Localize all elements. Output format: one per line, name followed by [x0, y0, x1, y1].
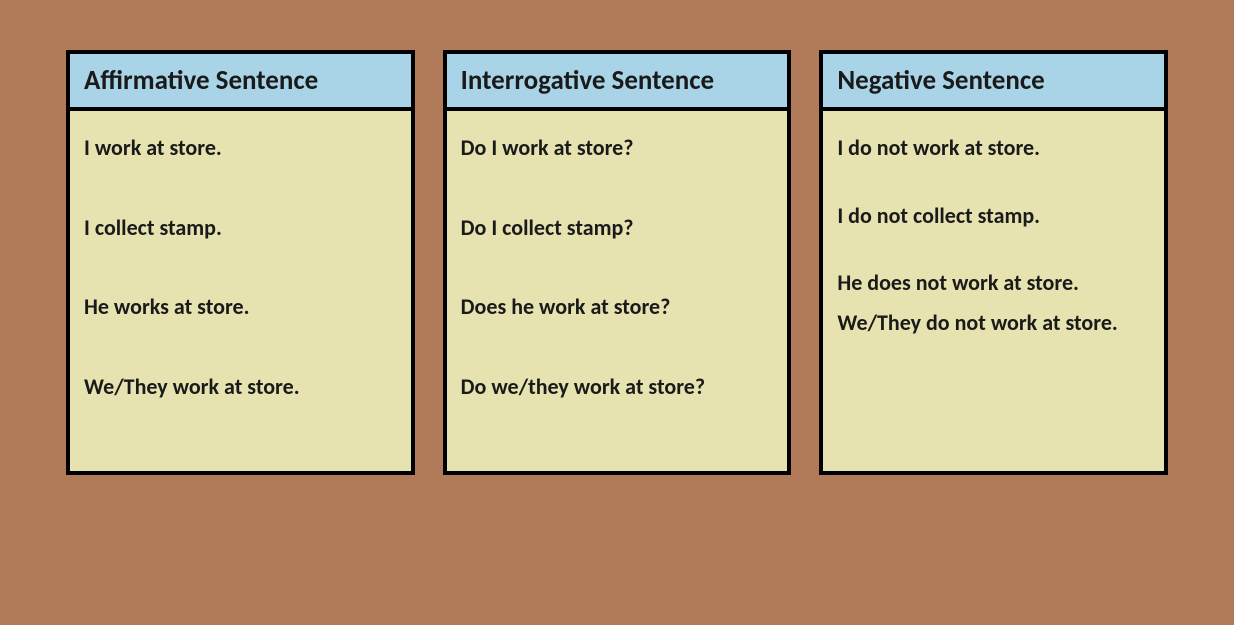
sentence-item: Do I work at store? [461, 133, 774, 163]
card-affirmative: Affirmative Sentence I work at store. I … [66, 50, 415, 475]
card-header: Interrogative Sentence [447, 54, 788, 111]
card-body: I work at store. I collect stamp. He wor… [70, 111, 411, 471]
cards-container: Affirmative Sentence I work at store. I … [0, 0, 1234, 475]
card-negative: Negative Sentence I do not work at store… [819, 50, 1168, 475]
card-body: Do I work at store? Do I collect stamp? … [447, 111, 788, 471]
sentence-item: I do not collect stamp. [837, 201, 1150, 231]
card-body: I do not work at store. I do not collect… [823, 111, 1164, 471]
sentence-item: I collect stamp. [84, 213, 397, 243]
card-header: Affirmative Sentence [70, 54, 411, 111]
sentence-item: Do we/they work at store? [461, 372, 774, 402]
sentence-item: He works at store. [84, 292, 397, 322]
sentence-item: Does he work at store? [461, 292, 774, 322]
sentence-item: I work at store. [84, 133, 397, 163]
sentence-item: I do not work at store. [837, 133, 1150, 163]
card-header: Negative Sentence [823, 54, 1164, 111]
sentence-item: We/They work at store. [84, 372, 397, 402]
sentence-item: We/They do not work at store. [837, 308, 1150, 338]
sentence-item: He does not work at store. [837, 268, 1150, 298]
card-interrogative: Interrogative Sentence Do I work at stor… [443, 50, 792, 475]
sentence-item: Do I collect stamp? [461, 213, 774, 243]
